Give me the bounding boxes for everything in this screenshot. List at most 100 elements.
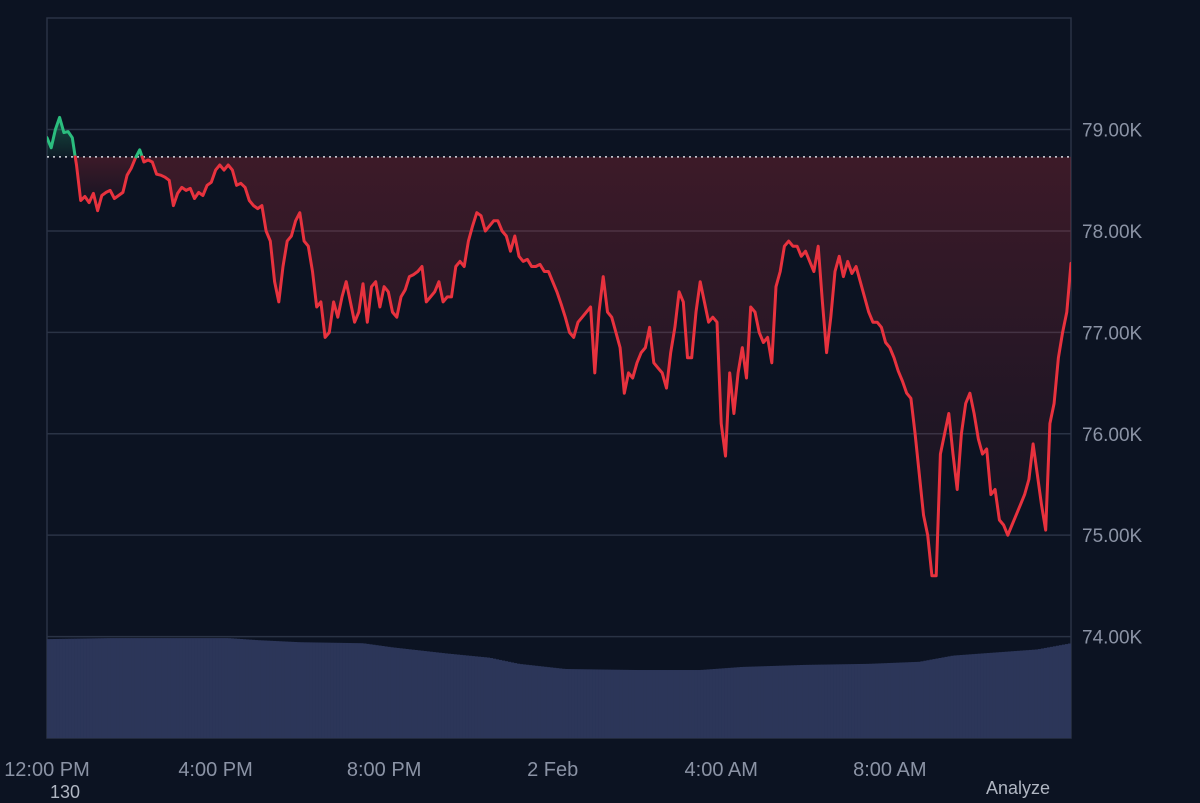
volume-bar <box>155 638 159 738</box>
volume-bar <box>420 650 424 738</box>
volume-bar <box>98 638 102 738</box>
volume-bar <box>718 668 722 738</box>
volume-bar <box>345 642 349 738</box>
analyze-link[interactable]: Analyze <box>986 778 1051 798</box>
volume-bar <box>833 664 837 738</box>
volume-bar <box>290 641 295 738</box>
area-below-baseline <box>142 156 1071 576</box>
volume-bar <box>257 640 262 738</box>
volume-bar <box>926 660 930 738</box>
volume-bar <box>435 652 439 738</box>
volume-bar <box>902 662 906 738</box>
volume-bar <box>706 669 710 738</box>
volume-bar <box>489 658 494 738</box>
volume-bar <box>50 639 54 738</box>
volume-bar <box>408 649 412 738</box>
volume-bar <box>278 641 283 738</box>
volume-bar <box>1052 646 1057 738</box>
volume-bar <box>110 638 114 738</box>
volume-bar <box>53 639 57 738</box>
volume-bar <box>266 640 271 738</box>
y-tick-label: 78.00K <box>1082 222 1143 243</box>
volume-bar <box>920 661 924 738</box>
volume-bar <box>842 664 846 738</box>
volume-bar <box>751 666 756 738</box>
volume-bar <box>818 664 822 738</box>
volume-bar <box>944 656 948 738</box>
volume-bar <box>673 670 677 738</box>
volume-bar <box>688 670 692 738</box>
volume-bar <box>836 664 840 738</box>
volume-bar <box>884 663 888 738</box>
volume-bar <box>131 638 135 738</box>
volume-bar <box>586 669 590 738</box>
volume-bar <box>137 638 141 738</box>
volume-bar <box>423 651 427 738</box>
volume-bar <box>872 663 876 738</box>
x-tick-label: 4:00 AM <box>685 759 758 781</box>
volume-bar <box>296 642 301 738</box>
volume-bar <box>583 669 587 738</box>
volume-bar <box>501 660 506 738</box>
volume-bar <box>245 639 250 738</box>
volume-bar <box>799 665 804 738</box>
volume-bar <box>450 654 454 738</box>
volume-bar <box>634 670 638 738</box>
volume-bar <box>459 654 463 738</box>
volume-bar <box>827 664 831 738</box>
volume-bar <box>908 662 912 738</box>
volume-bar <box>194 638 198 738</box>
x-tick-label: 8:00 AM <box>853 759 926 781</box>
volume-bar <box>203 638 207 738</box>
volume-bar <box>480 656 484 738</box>
volume-bar <box>830 664 834 738</box>
volume-bar <box>694 670 698 738</box>
volume-bar <box>592 669 596 738</box>
volume-bar <box>158 638 162 738</box>
volume-bar <box>631 669 635 738</box>
volume-histogram <box>47 638 1071 738</box>
volume-bar <box>306 642 310 738</box>
volume-bar <box>456 654 460 738</box>
volume-bar <box>1055 645 1060 738</box>
volume-bar <box>742 666 747 738</box>
volume-bar <box>796 665 801 738</box>
x-tick-label: 8:00 PM <box>347 759 421 781</box>
volume-bar <box>863 663 867 738</box>
volume-bar <box>366 643 370 738</box>
volume-bar <box>962 654 966 738</box>
volume-bar <box>815 664 819 738</box>
volume-bar <box>83 638 87 738</box>
volume-bar <box>766 666 771 738</box>
volume-bar <box>77 638 81 738</box>
volume-bar <box>953 655 957 738</box>
y-tick-label: 76.00K <box>1082 425 1143 446</box>
volume-bar <box>568 669 572 738</box>
volume-bar <box>839 664 843 738</box>
price-line-up <box>134 148 144 159</box>
volume-bar <box>857 664 861 738</box>
volume-bar <box>890 662 894 738</box>
volume-bar <box>483 657 488 738</box>
volume-bar <box>649 670 653 738</box>
volume-bar <box>224 638 228 738</box>
volume-bar <box>372 644 376 738</box>
volume-bar <box>845 664 849 738</box>
volume-bar <box>697 670 701 738</box>
volume-bar <box>89 638 93 738</box>
volume-bar <box>230 638 235 738</box>
volume-bar <box>531 665 536 738</box>
volume-bar <box>727 667 731 738</box>
volume-bar <box>236 638 241 738</box>
x-tick-label: 4:00 PM <box>178 759 252 781</box>
volume-bar <box>65 638 69 738</box>
volume-bar <box>188 638 192 738</box>
volume-bar <box>56 638 60 738</box>
volume-bar <box>860 663 864 738</box>
volume-bar <box>287 641 292 738</box>
volume-bar <box>1058 645 1063 738</box>
volume-bar <box>293 642 298 738</box>
volume-bar <box>956 655 960 738</box>
volume-bar <box>947 656 951 738</box>
